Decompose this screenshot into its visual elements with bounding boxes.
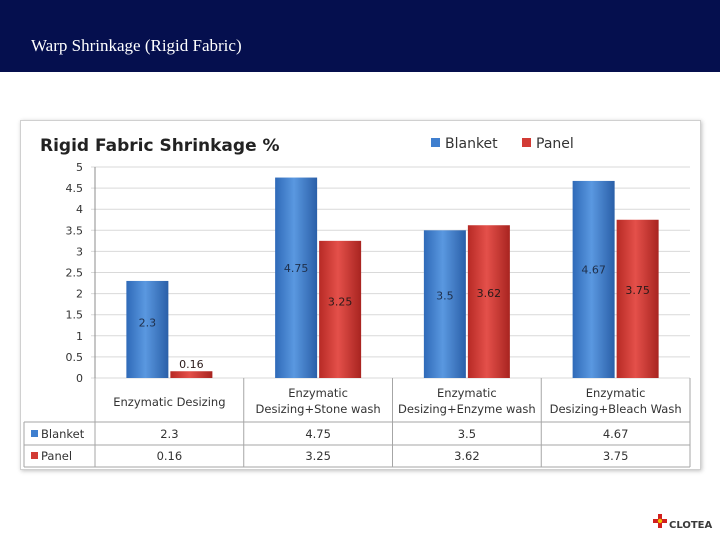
bar-blanket — [572, 180, 615, 378]
table-cell: 3.75 — [603, 449, 629, 463]
bar-blanket — [423, 230, 466, 378]
category-label: Enzymatic Desizing — [113, 395, 225, 409]
table-cell: 3.5 — [458, 427, 476, 441]
brand-logo: CLOTEA — [653, 514, 713, 531]
y-tick-label: 2.5 — [66, 267, 84, 280]
data-label: 0.16 — [179, 358, 204, 371]
data-label: 4.67 — [581, 264, 606, 277]
data-label: 3.25 — [328, 295, 353, 308]
table-cell: 2.3 — [160, 427, 178, 441]
logo-text: CLOTEA — [669, 520, 713, 531]
category-label: Enzymatic — [288, 386, 348, 400]
data-label: 4.75 — [284, 262, 309, 275]
y-tick-label: 2 — [76, 288, 83, 301]
category-label: Desizing+Bleach Wash — [550, 402, 682, 416]
legend-label: Blanket — [445, 136, 498, 152]
table-row-label: Blanket — [41, 427, 85, 441]
table-legend-key-panel — [31, 452, 38, 459]
table-cell: 3.62 — [454, 449, 480, 463]
y-tick-label: 4 — [76, 203, 83, 216]
y-tick-label: 3.5 — [66, 224, 84, 237]
table-cell: 0.16 — [157, 449, 183, 463]
legend-swatch-blanket — [431, 138, 440, 147]
legend-swatch-panel — [522, 138, 531, 147]
y-tick-label: 4.5 — [66, 182, 84, 195]
bar-panel — [319, 240, 362, 378]
bar-panel — [170, 371, 213, 378]
data-label: 2.3 — [139, 317, 157, 330]
y-tick-label: 0.5 — [66, 351, 84, 364]
y-tick-label: 3 — [76, 245, 83, 258]
category-label: Enzymatic — [437, 386, 497, 400]
category-label: Enzymatic — [586, 386, 646, 400]
legend-label: Panel — [536, 136, 574, 152]
chart-title: Rigid Fabric Shrinkage % — [40, 136, 280, 156]
table-cell: 4.67 — [603, 427, 629, 441]
data-label: 3.62 — [477, 287, 502, 300]
slide-title: Warp Shrinkage (Rigid Fabric) — [31, 36, 242, 55]
y-tick-label: 5 — [76, 161, 83, 174]
logo-mark-icon — [653, 514, 667, 528]
bar-blanket — [126, 280, 169, 378]
bar-panel — [467, 225, 510, 378]
category-label: Desizing+Enzyme wash — [398, 402, 536, 416]
y-tick-label: 0 — [76, 372, 83, 385]
category-label: Desizing+Stone wash — [256, 402, 381, 416]
table-cell: 3.25 — [305, 449, 331, 463]
shrinkage-chart: Rigid Fabric Shrinkage % 0 0.5 1 1.5 2 2.5 3 3.… — [23, 136, 691, 468]
bar-panel — [616, 219, 659, 378]
slide-header: Warp Shrinkage (Rigid Fabric) — [0, 0, 720, 72]
y-tick-label: 1 — [76, 330, 83, 343]
data-label: 3.75 — [625, 284, 650, 297]
data-label: 3.5 — [436, 290, 454, 303]
table-legend-key-blanket — [31, 430, 38, 437]
table-cell: 4.75 — [305, 427, 331, 441]
table-row-label: Panel — [41, 449, 72, 463]
bar-blanket — [275, 177, 318, 378]
y-tick-label: 1.5 — [66, 309, 84, 322]
